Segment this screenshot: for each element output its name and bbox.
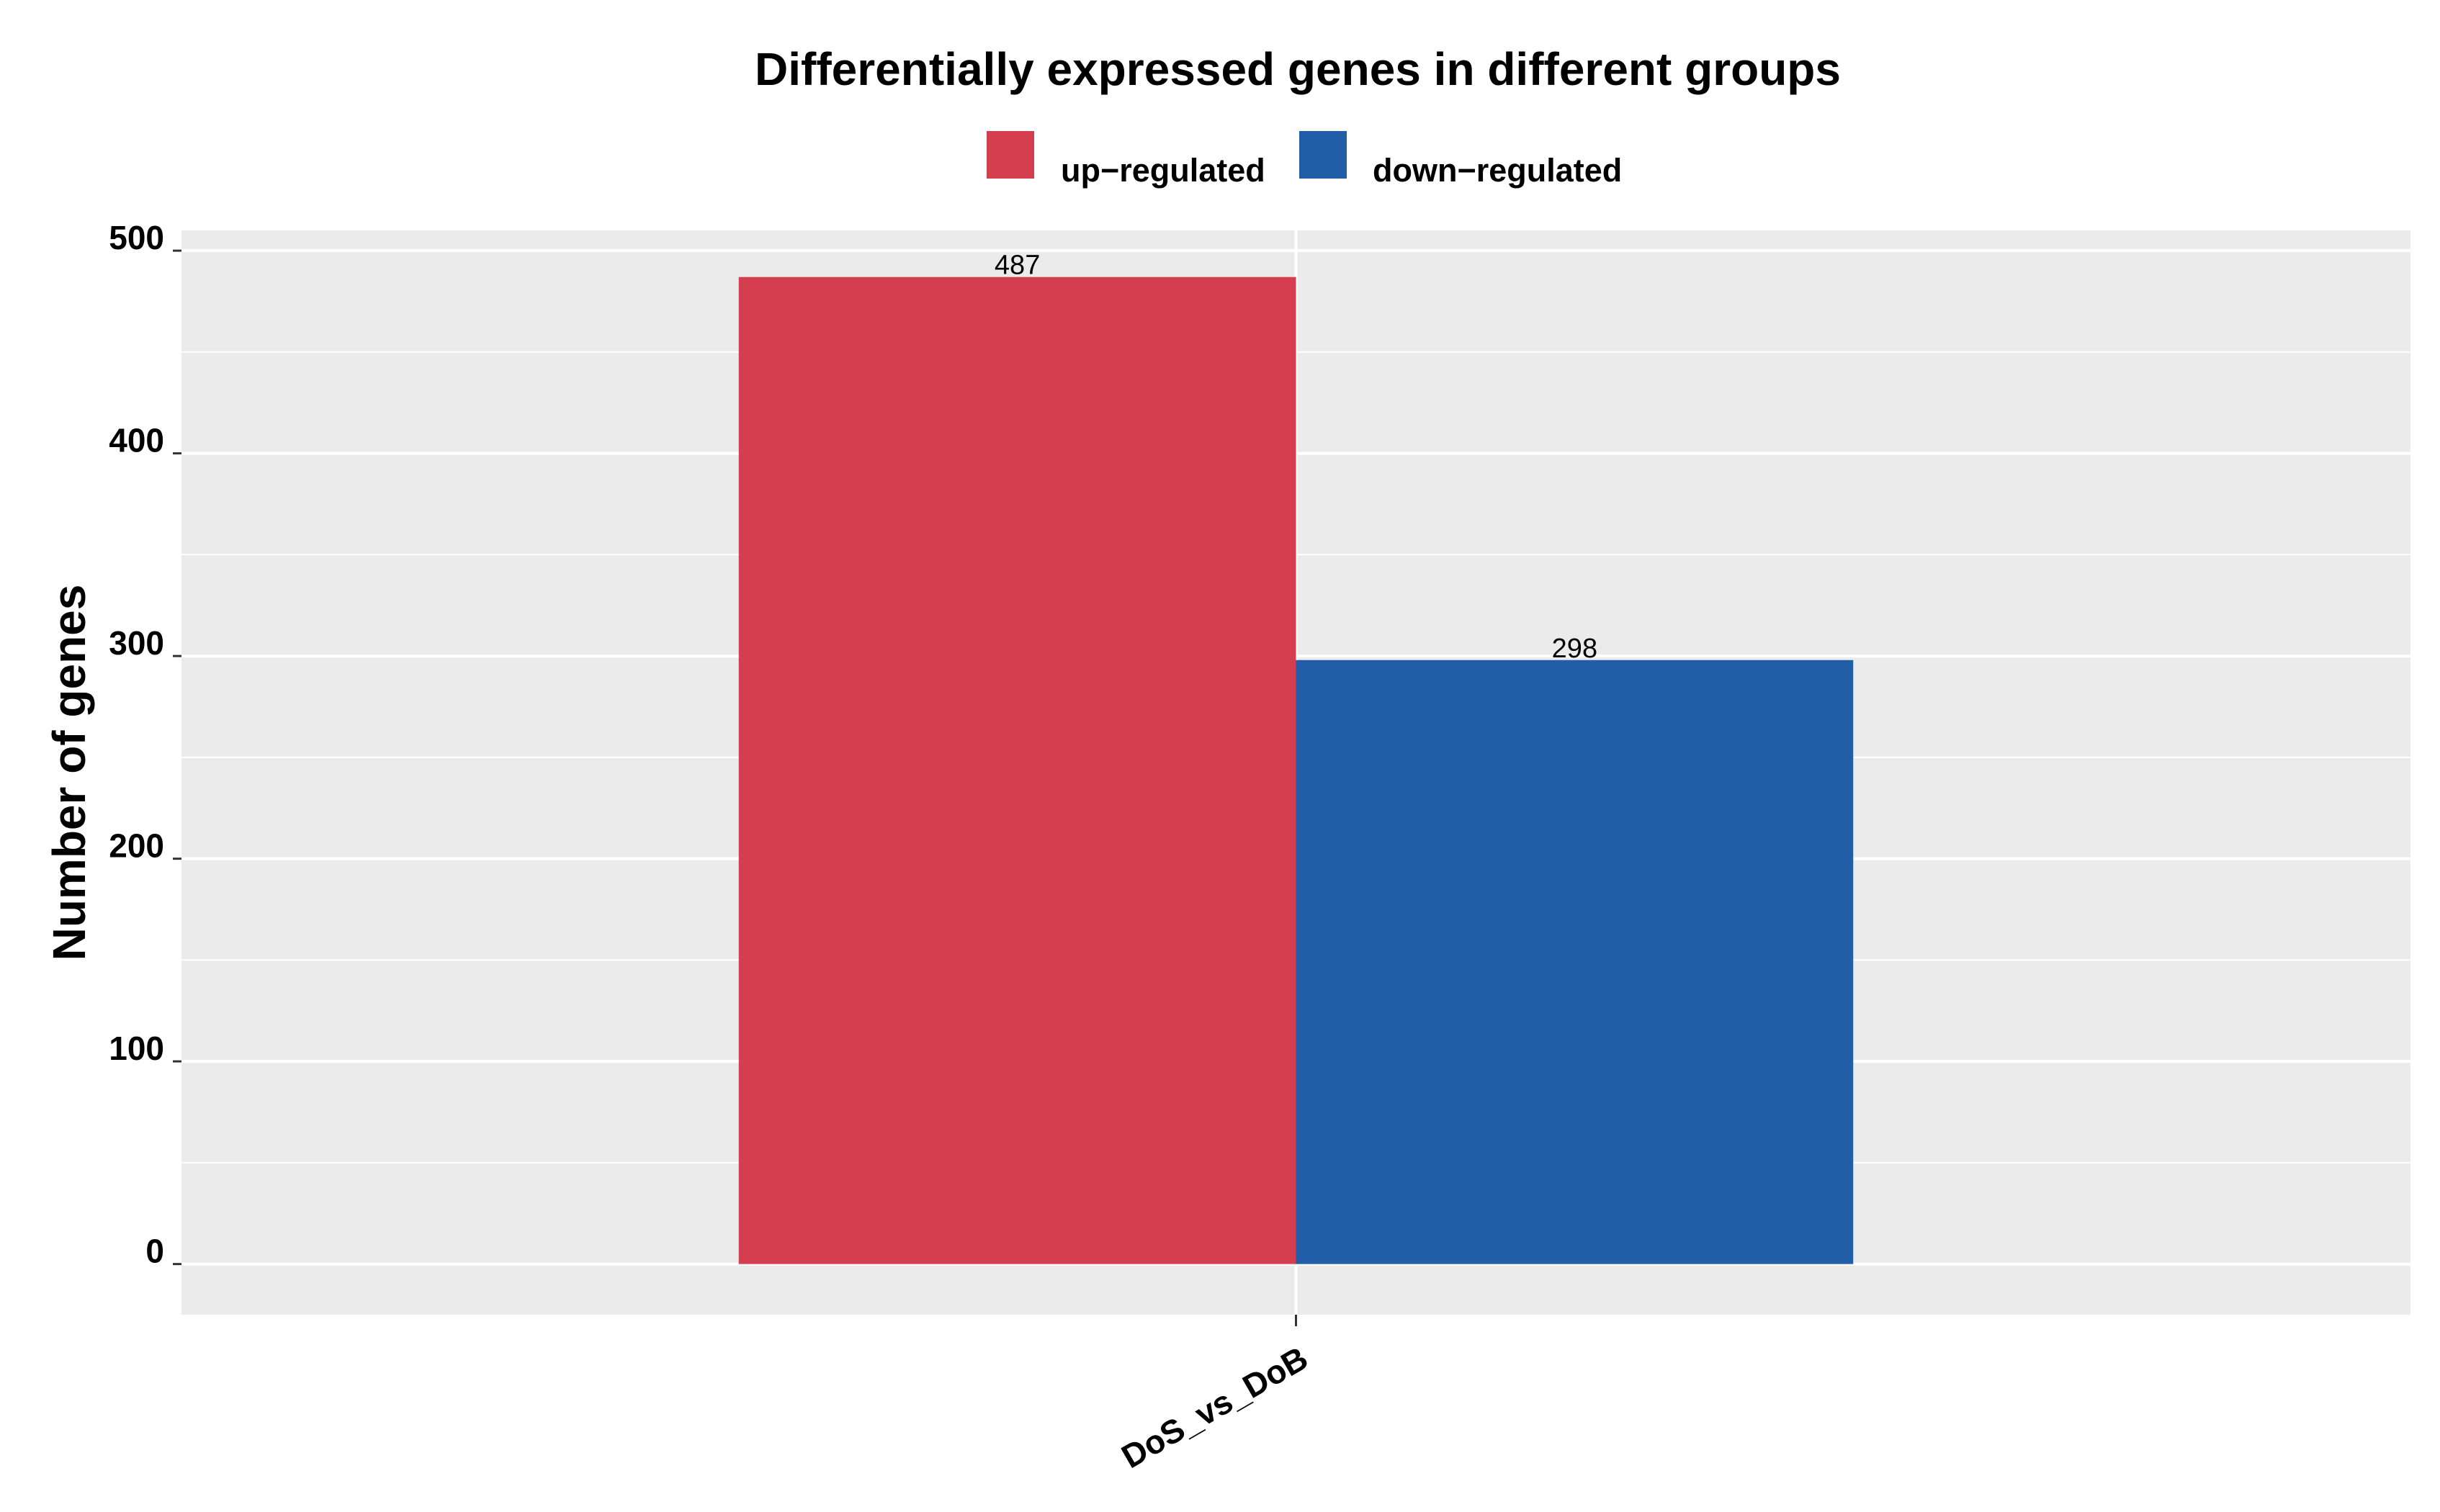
legend-label-down-regulated: down−regulated	[1373, 152, 1622, 189]
y-tick-label-100: 100	[109, 1030, 164, 1067]
bar-down-regulated-DoS_vs_DoB	[1296, 660, 1854, 1264]
y-tick-label-0: 0	[145, 1233, 164, 1270]
data-labels: 487 298	[995, 251, 1597, 664]
legend-label-up-regulated: up−regulated	[1061, 152, 1265, 189]
y-tick-label-400: 400	[109, 422, 164, 459]
data-label-down-regulated: 298	[1552, 634, 1597, 664]
bar-up-regulated-DoS_vs_DoB	[738, 276, 1296, 1264]
data-label-up-regulated: 487	[995, 251, 1040, 281]
x-axis: DoS_vs_DoB	[1115, 1315, 1314, 1475]
x-tick-label-DoS_vs_DoB: DoS_vs_DoB	[1115, 1339, 1314, 1475]
y-tick-label-500: 500	[109, 219, 164, 256]
y-tick-label-300: 300	[109, 624, 164, 662]
bars	[738, 276, 1854, 1264]
legend-swatch-up-regulated	[987, 131, 1034, 179]
legend-swatch-down-regulated	[1299, 131, 1347, 179]
y-tick-label-200: 200	[109, 827, 164, 865]
y-axis-title: Number of genes	[43, 585, 95, 961]
legend: up−regulated down−regulated	[987, 131, 1622, 189]
chart-title: Differentially expressed genes in differ…	[755, 43, 1841, 95]
y-axis: 0 100 200 300 400 500	[109, 219, 181, 1270]
